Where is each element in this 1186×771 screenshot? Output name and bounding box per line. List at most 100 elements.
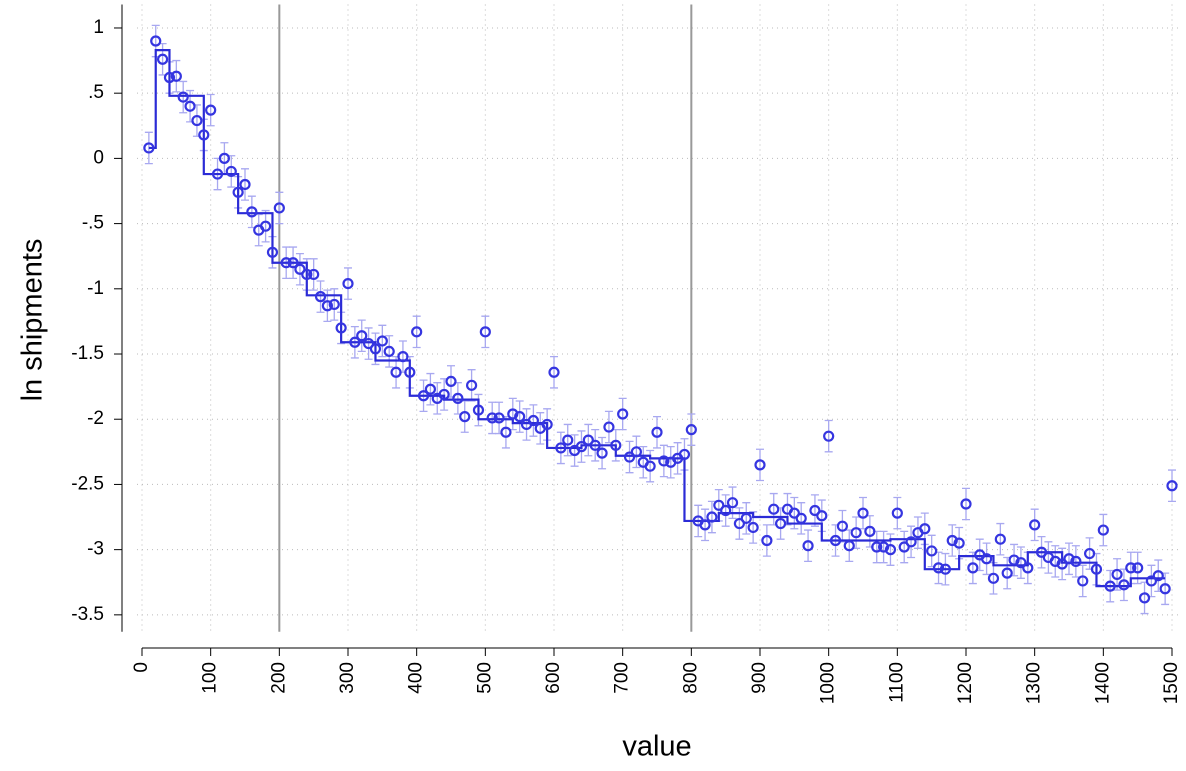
x-tick-label: 1200 xyxy=(955,662,976,704)
y-axis-title: ln shipments xyxy=(17,239,49,402)
point xyxy=(788,507,800,519)
point xyxy=(541,418,553,431)
point xyxy=(651,426,663,438)
point xyxy=(1104,580,1116,592)
x-tick-label: 1300 xyxy=(1024,662,1045,704)
point xyxy=(527,414,540,427)
error-bar xyxy=(900,530,909,564)
error-bar xyxy=(1085,537,1094,570)
point xyxy=(596,447,608,459)
point xyxy=(816,510,828,522)
point xyxy=(191,114,203,127)
error-bar xyxy=(261,209,270,243)
point xyxy=(349,336,361,348)
error-bar xyxy=(1030,508,1039,542)
point xyxy=(658,455,670,467)
error-bar xyxy=(158,42,167,76)
error-bar xyxy=(550,355,558,389)
error-bar xyxy=(762,524,771,557)
point xyxy=(720,504,732,517)
error-bar xyxy=(962,487,970,521)
error-bar xyxy=(584,423,593,457)
error-bar xyxy=(701,508,710,542)
point xyxy=(273,202,285,214)
point xyxy=(630,446,643,458)
error-bar xyxy=(536,412,545,445)
error-bar xyxy=(797,502,806,535)
point xyxy=(356,330,368,342)
error-bar xyxy=(666,445,675,479)
point xyxy=(1132,562,1144,574)
error-bar xyxy=(453,382,462,415)
point xyxy=(823,430,835,442)
y-tick-label: -3 xyxy=(87,539,104,560)
x-axis-title: value xyxy=(622,731,691,763)
point xyxy=(1015,557,1027,569)
point xyxy=(919,523,931,535)
point xyxy=(575,441,588,453)
error-bar xyxy=(206,93,215,127)
point xyxy=(466,379,478,391)
point xyxy=(404,366,416,378)
error-bar xyxy=(398,340,407,373)
point xyxy=(678,448,691,461)
error-bar xyxy=(433,382,442,415)
point xyxy=(589,439,601,451)
step-line xyxy=(148,49,1166,588)
x-tick-label: 900 xyxy=(749,662,770,694)
error-bar xyxy=(859,496,867,530)
error-bar xyxy=(330,288,339,321)
point xyxy=(1097,524,1109,536)
point xyxy=(713,499,725,511)
error-bar xyxy=(515,400,524,433)
point xyxy=(301,268,313,281)
error-bar xyxy=(653,415,661,449)
point xyxy=(967,562,979,574)
point xyxy=(706,511,718,523)
point xyxy=(1166,480,1178,492)
point xyxy=(802,540,814,552)
point xyxy=(239,178,251,191)
point xyxy=(1159,583,1171,595)
point xyxy=(747,521,759,534)
error-bar xyxy=(756,448,764,482)
point xyxy=(623,451,636,463)
point xyxy=(926,545,938,557)
point xyxy=(1049,555,1061,567)
point xyxy=(939,563,952,575)
point xyxy=(1152,570,1164,582)
error-bar xyxy=(707,500,716,534)
point xyxy=(369,343,382,355)
point xyxy=(287,257,299,269)
point xyxy=(1001,567,1013,579)
point xyxy=(177,91,189,103)
error-bar xyxy=(996,522,1005,556)
error-bar xyxy=(1051,545,1060,578)
point xyxy=(1111,568,1123,581)
x-tick-label: 400 xyxy=(406,662,427,694)
point xyxy=(500,426,512,438)
error-bar xyxy=(659,444,668,478)
point xyxy=(363,337,375,350)
error-bar xyxy=(529,404,538,437)
error-bar xyxy=(357,319,366,353)
point xyxy=(884,544,897,556)
point xyxy=(260,220,272,232)
x-tick-label: 1000 xyxy=(818,662,839,704)
error-bar xyxy=(865,515,874,548)
point xyxy=(548,366,560,378)
error-bar xyxy=(721,494,730,527)
x-tick-label: 200 xyxy=(268,662,289,694)
error-bar xyxy=(378,324,387,358)
y-tick-label: 1 xyxy=(93,17,104,38)
point xyxy=(754,459,766,471)
point xyxy=(1070,555,1082,567)
error-bar xyxy=(563,423,572,457)
error-bar xyxy=(344,267,352,300)
x-tick-label: 500 xyxy=(474,662,495,694)
point xyxy=(150,35,162,47)
error-bar xyxy=(522,408,531,441)
error-bar xyxy=(804,529,813,563)
point xyxy=(397,351,409,363)
y-tick-label: -2.5 xyxy=(71,473,104,494)
